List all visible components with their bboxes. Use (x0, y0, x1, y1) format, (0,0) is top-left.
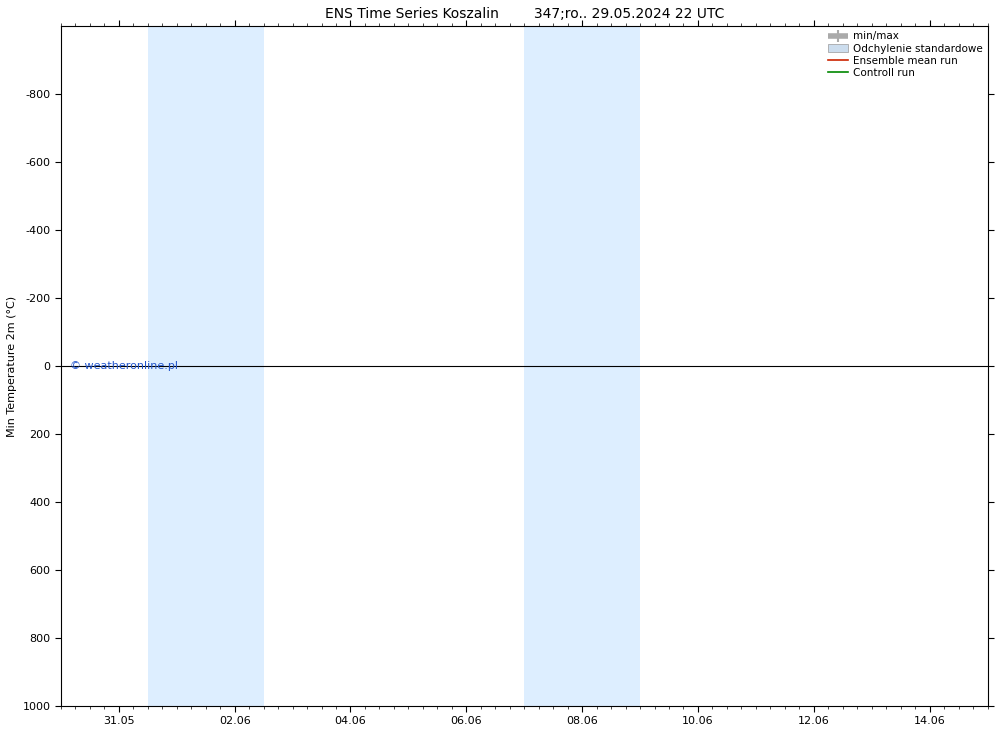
Bar (148, 26, 264, 706)
Title: ENS Time Series Koszalin        347;ro.. 29.05.2024 22 UTC: ENS Time Series Koszalin 347;ro.. 29.05.… (325, 7, 724, 21)
Y-axis label: Min Temperature 2m (°C): Min Temperature 2m (°C) (7, 295, 17, 437)
Legend: min/max, Odchylenie standardowe, Ensemble mean run, Controll run: min/max, Odchylenie standardowe, Ensembl… (828, 32, 982, 78)
Text: © weatheronline.pl: © weatheronline.pl (70, 361, 178, 371)
Bar (524, 26, 640, 706)
